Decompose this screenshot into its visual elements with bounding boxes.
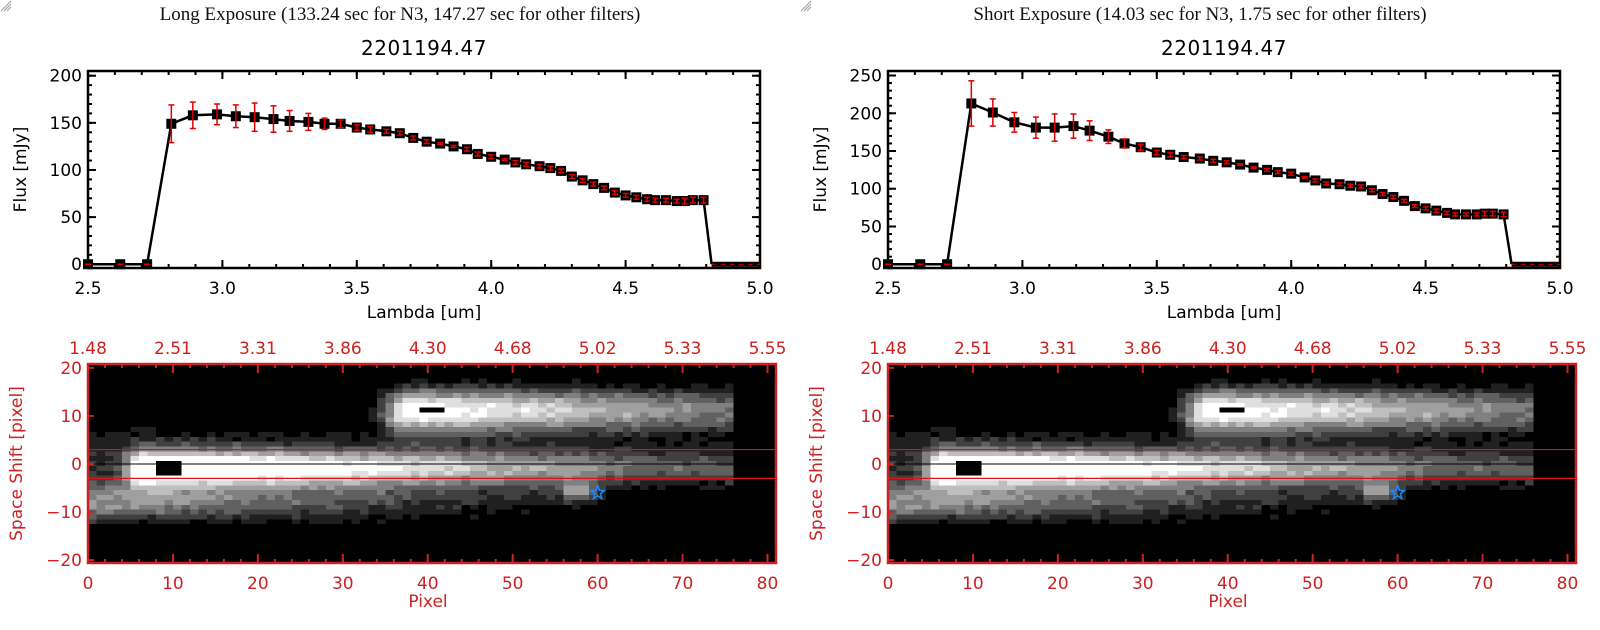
top-tick-label: 2.51 [154,339,192,359]
y-tick-label: 20 [60,359,82,379]
top-tick-label: 2.51 [954,339,992,359]
x-tick-label: 70 [672,574,694,594]
x-tick-label: 4.5 [1412,279,1439,299]
top-tick-label: 5.02 [579,339,617,359]
x-tick-label: 80 [757,574,779,594]
spectral-image-axes: 0 1.48 10 2.51 20 3.31 30 3.86 40 4.30 50 4.68 60 5.0… [807,339,1587,612]
y-tick-label: 0 [71,455,82,475]
y-tick-label: −10 [846,503,882,523]
y-tick-label: 150 [50,114,82,134]
y-axis-label: Flux [mJy] [11,127,31,213]
x-tick-label: 3.0 [1009,279,1036,299]
x-tick-label: 60 [1387,574,1409,594]
x-tick-label: 5.0 [746,279,773,299]
x-tick-label: 30 [332,574,354,594]
x-tick-label: 30 [1132,574,1154,594]
resize-grip-icon[interactable] [0,0,12,12]
spectrum-chart: 2.5 3.0 3.5 4.0 4.5 5.0 0 50 100 150 200 Lambda [um… [11,67,774,323]
x-tick-label: 5.0 [1546,279,1573,299]
x-tick-label: 4.0 [478,279,505,299]
y-tick-label: 50 [860,217,882,237]
x-axis-label: Pixel [408,592,447,612]
x-tick-label: 10 [962,574,984,594]
spectrum-chart: 2.5 3.0 3.5 4.0 4.5 5.0 0 50 100 150 200 250 Lambda … [811,67,1574,323]
x-tick-label: 40 [417,574,439,594]
x-tick-label: 10 [162,574,184,594]
top-tick-label: 3.31 [239,339,277,359]
top-tick-label: 3.86 [1124,339,1162,359]
x-tick-label: 3.5 [1143,279,1170,299]
x-axis-label: Lambda [um] [367,303,481,323]
top-tick-label: 4.30 [1209,339,1247,359]
y-axis-label: Flux [mJy] [811,127,831,213]
x-tick-label: 50 [502,574,524,594]
x-tick-label: 3.0 [209,279,236,299]
top-tick-label: 5.02 [1379,339,1417,359]
top-tick-label: 3.86 [324,339,362,359]
y-tick-label: 100 [850,180,882,200]
y-tick-label: −20 [46,551,82,571]
top-tick-label: 4.68 [1294,339,1332,359]
panel-title: Long Exposure (133.24 sec for N3, 147.27… [159,4,641,25]
x-tick-label: 0 [883,574,894,594]
x-tick-label: 20 [247,574,269,594]
top-tick-label: 5.55 [749,339,787,359]
x-tick-label: 20 [1047,574,1069,594]
resize-grip-icon[interactable] [800,0,812,12]
x-tick-label: 70 [1472,574,1494,594]
spectral-image-axes: 0 1.48 10 2.51 20 3.31 30 3.86 40 4.30 50 4.68 60 5.0… [7,339,787,612]
y-tick-label: 0 [871,255,882,275]
x-axis-label: Pixel [1208,592,1247,612]
x-tick-label: 3.5 [343,279,370,299]
y-tick-label: 50 [60,208,82,228]
y-tick-label: 0 [71,255,82,275]
y-tick-label: 10 [60,407,82,427]
y-tick-label: 250 [850,67,882,87]
x-tick-label: 60 [587,574,609,594]
top-tick-label: 4.30 [409,339,447,359]
y-tick-label: 100 [50,161,82,181]
y-tick-label: −10 [46,503,82,523]
x-tick-label: 80 [1557,574,1579,594]
x-tick-label: 0 [83,574,94,594]
plot-title: 2201194.47 [361,36,487,60]
top-tick-label: 5.55 [1549,339,1587,359]
x-axis-label: Lambda [um] [1167,303,1281,323]
star-marker-icon [1388,483,1407,501]
x-tick-label: 50 [1302,574,1324,594]
panel-long-exposure: Long Exposure (133.24 sec for N3, 147.27… [0,0,787,612]
x-tick-label: 2.5 [74,279,101,299]
x-tick-label: 4.5 [612,279,639,299]
plot-frame [886,69,1562,270]
star-marker-icon [588,483,607,501]
y-tick-label: 0 [871,455,882,475]
x-tick-label: 2.5 [874,279,901,299]
top-tick-label: 1.48 [869,339,907,359]
x-tick-label: 4.0 [1278,279,1305,299]
y-tick-label: 20 [860,359,882,379]
top-tick-label: 4.68 [494,339,532,359]
y-tick-label: 10 [860,407,882,427]
y-tick-label: 150 [850,142,882,162]
y-tick-label: 200 [850,104,882,124]
top-tick-label: 3.31 [1039,339,1077,359]
panel-short-exposure: Short Exposure (14.03 sec for N3, 1.75 s… [800,0,1600,630]
x-tick-label: 40 [1217,574,1239,594]
y-tick-label: 200 [50,67,82,87]
top-tick-label: 5.33 [1464,339,1502,359]
y-axis-label: Space Shift [pixel] [807,386,827,541]
plot-title: 2201194.47 [1161,36,1287,60]
panel-title: Short Exposure (14.03 sec for N3, 1.75 s… [973,4,1427,25]
top-tick-label: 5.33 [664,339,702,359]
y-tick-label: −20 [846,551,882,571]
top-tick-label: 1.48 [69,339,107,359]
y-axis-label: Space Shift [pixel] [7,386,27,541]
